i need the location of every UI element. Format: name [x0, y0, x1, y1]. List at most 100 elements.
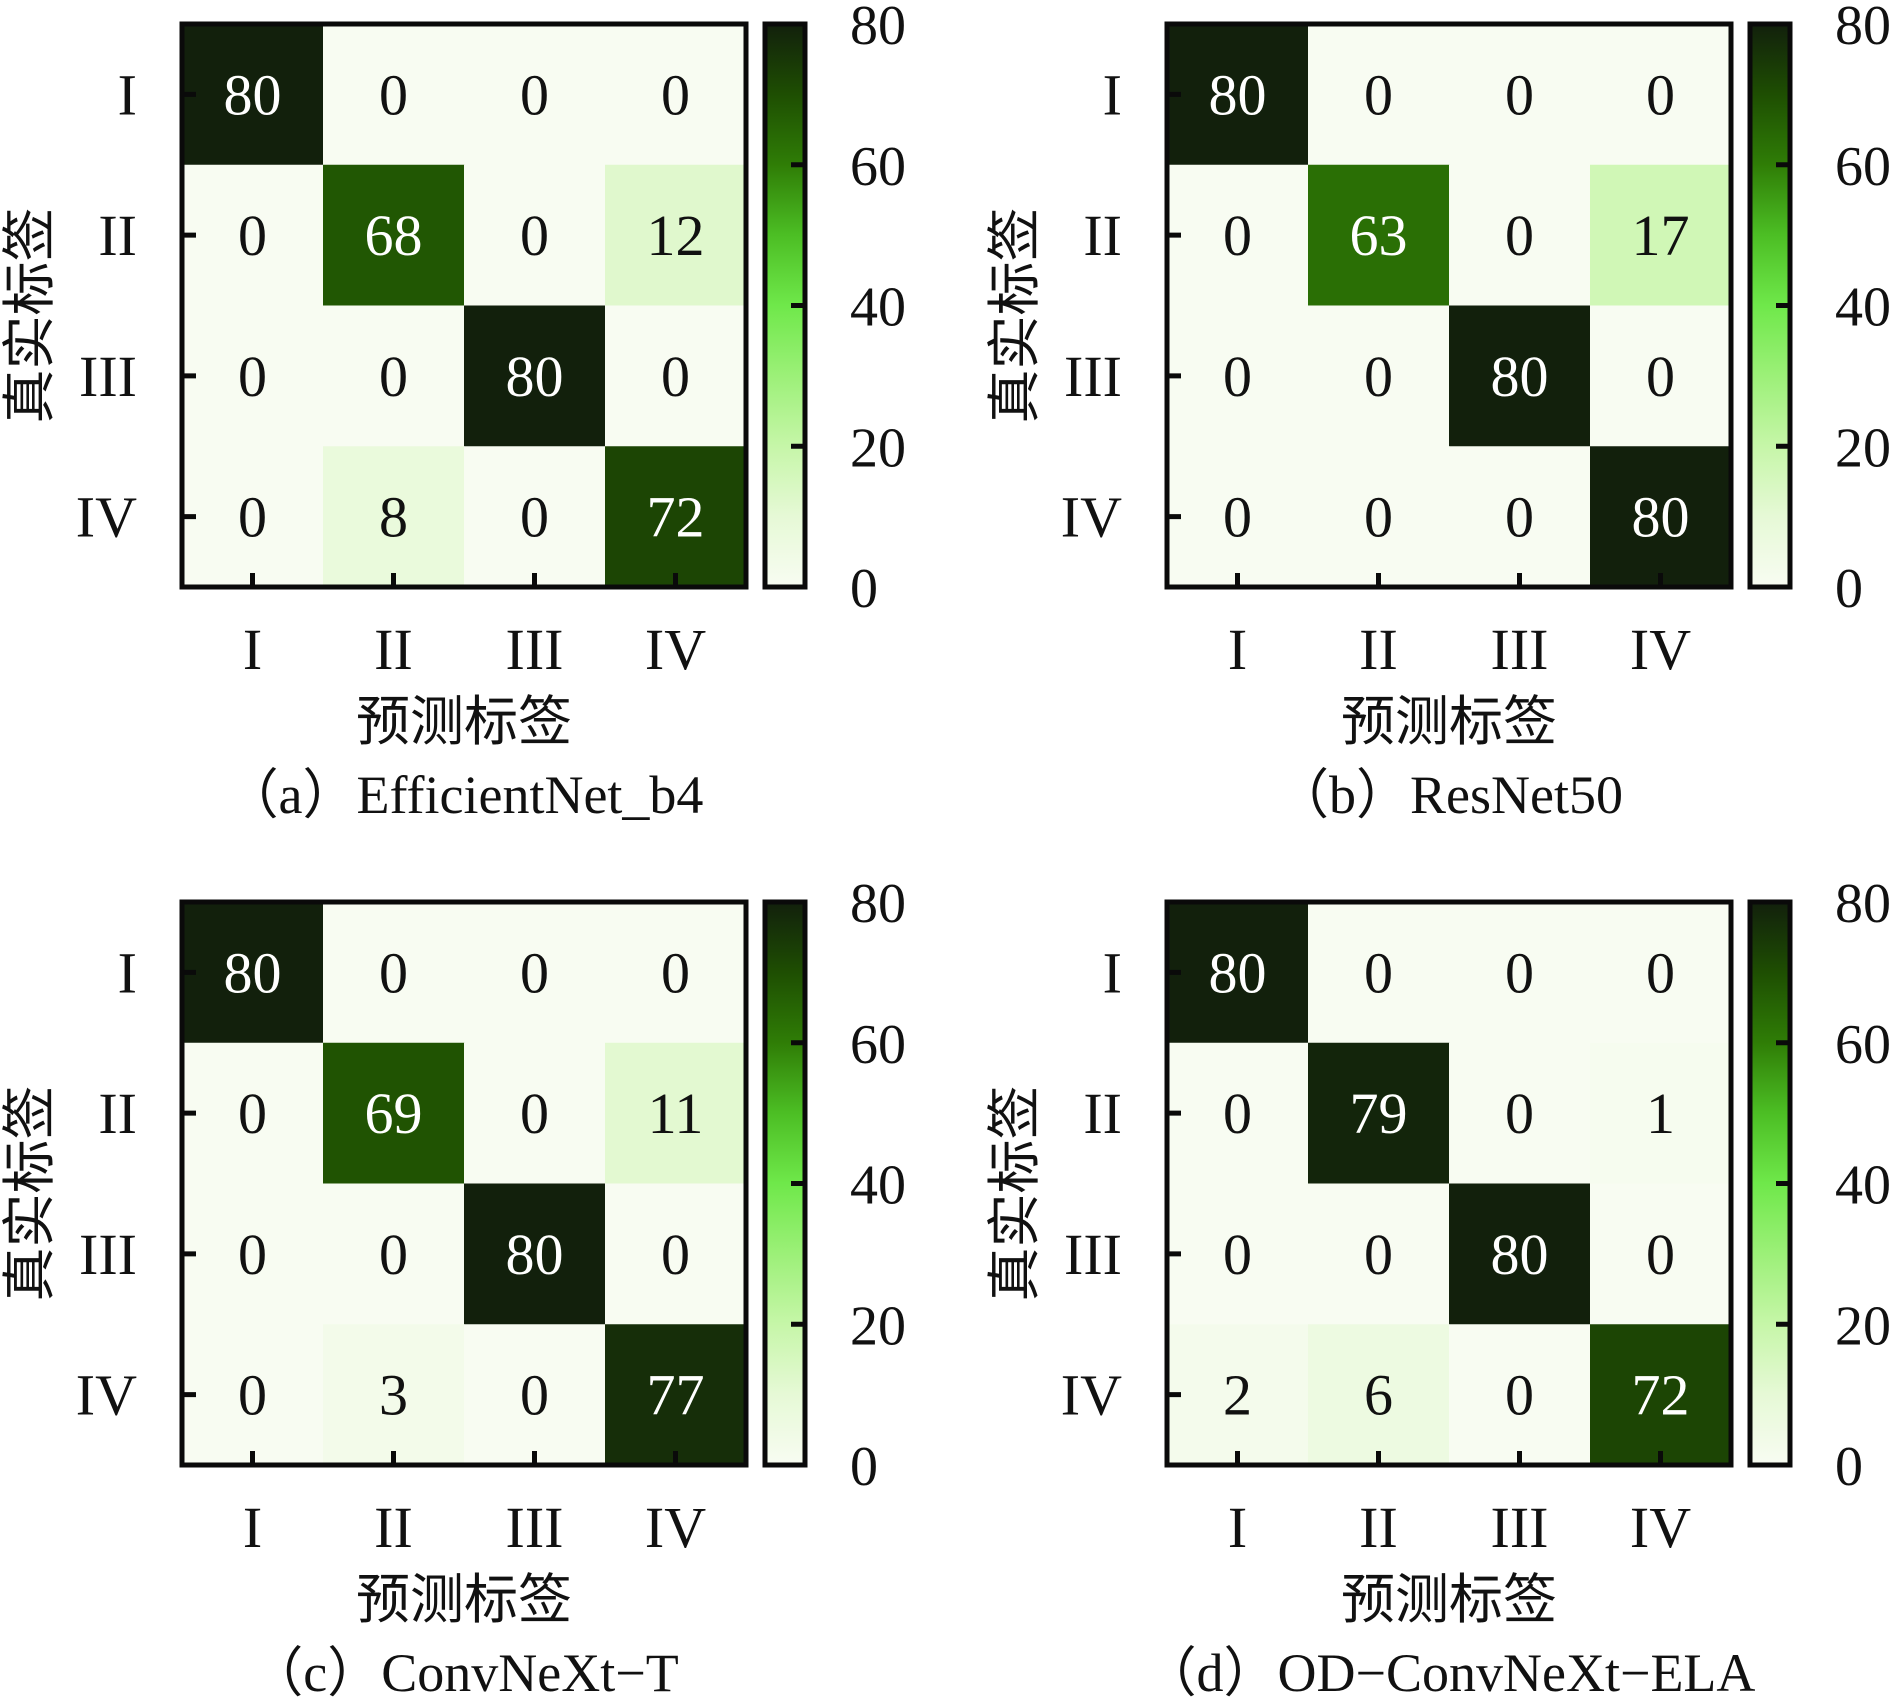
heatmap-cell: [1167, 902, 1309, 1044]
heatmap-cell: [605, 1042, 747, 1184]
heatmap-cell: [605, 24, 747, 166]
heatmap-cell: [1308, 305, 1450, 447]
x-tick-label: I: [243, 617, 262, 682]
cell-value: 0: [1223, 203, 1252, 268]
heatmap-cell: [1167, 164, 1309, 306]
y-axis-label: 真实标签: [0, 1086, 60, 1302]
heatmap-cell: [1167, 24, 1309, 166]
heatmap-cell: [605, 446, 747, 588]
colorbar-tick-label: 0: [1835, 1436, 1863, 1498]
cell-value: 80: [1491, 1222, 1549, 1287]
cell-value: 11: [648, 1081, 704, 1146]
heatmap-cell: [182, 164, 324, 306]
colorbar-tick-label: 80: [1835, 0, 1890, 57]
heatmap-cell: [1449, 446, 1591, 588]
cell-value: 0: [661, 1222, 690, 1287]
heatmap-cell: [323, 1042, 465, 1184]
heatmap-cell: [323, 1183, 465, 1325]
cell-value: 0: [238, 1363, 267, 1428]
heatmap-cell: [1167, 1042, 1309, 1184]
cell-value: 72: [1632, 1363, 1690, 1428]
cell-value: 63: [1350, 203, 1408, 268]
y-tick-label: II: [1083, 1081, 1122, 1146]
y-tick-label: II: [98, 1081, 137, 1146]
colorbar-tick-label: 20: [1835, 1295, 1890, 1357]
colorbar-tick-label: 40: [1835, 277, 1890, 339]
x-tick-label: II: [1359, 1495, 1398, 1560]
y-tick-label: III: [1064, 344, 1122, 409]
x-axis-label: 预测标签: [356, 1570, 572, 1630]
heatmap-cell: [323, 1324, 465, 1466]
cell-value: 0: [1364, 940, 1393, 1005]
y-axis-label: 真实标签: [985, 1086, 1045, 1302]
heatmap-cell: [464, 446, 606, 588]
heatmap-cell: [1590, 164, 1732, 306]
cell-value: 0: [1646, 940, 1675, 1005]
heatmap-cell: [1167, 446, 1309, 588]
heatmap-cell: [605, 164, 747, 306]
cell-value: 12: [647, 203, 705, 268]
heatmap-cell: [605, 305, 747, 447]
cell-value: 0: [238, 344, 267, 409]
cell-value: 0: [1223, 1222, 1252, 1287]
panel-caption: （a）EfficientNet_b4: [225, 765, 704, 825]
cell-value: 80: [1491, 344, 1549, 409]
cell-value: 0: [520, 485, 549, 550]
heatmap-cell: [605, 1324, 747, 1466]
heatmap-cell: [1449, 24, 1591, 166]
colorbar-tick-label: 40: [1835, 1155, 1890, 1217]
heatmap-cell: [182, 1324, 324, 1466]
cell-value: 2: [1223, 1363, 1252, 1428]
cell-value: 0: [520, 203, 549, 268]
heatmap-cell: [464, 1042, 606, 1184]
x-tick-label: II: [1359, 617, 1398, 682]
cell-value: 80: [1209, 940, 1267, 1005]
plot-frame: [179, 899, 749, 1468]
x-tick-label: IV: [645, 1495, 706, 1560]
heatmap-cell: [323, 164, 465, 306]
y-tick-label: IV: [76, 1363, 137, 1428]
cell-value: 80: [1632, 485, 1690, 550]
heatmap-cell: [1590, 446, 1732, 588]
colorbar-tick-label: 60: [850, 1014, 906, 1076]
heatmap-cell: [464, 902, 606, 1044]
cell-value: 0: [520, 940, 549, 1005]
y-tick-label: IV: [76, 485, 137, 550]
colorbar-tick-label: 60: [1835, 136, 1890, 198]
colorbar-tick-label: 20: [850, 417, 906, 479]
heatmap-cell: [182, 305, 324, 447]
x-tick-label: I: [1228, 617, 1247, 682]
panel-caption: （b）ResNet50: [1275, 765, 1623, 825]
heatmap-cell: [182, 24, 324, 166]
cell-value: 0: [379, 344, 408, 409]
cell-value: 80: [1209, 62, 1267, 127]
colorbar-tick-label: 80: [1835, 873, 1890, 935]
plot-frame: [1164, 899, 1734, 1468]
plot-frame: [179, 21, 749, 590]
panel-caption: （c）ConvNeXt−T: [249, 1643, 678, 1703]
colorbar-tick-label: 0: [850, 558, 878, 620]
heatmap-cell: [464, 24, 606, 166]
heatmap-cell: [1590, 902, 1732, 1044]
cell-value: 68: [365, 203, 423, 268]
cell-value: 8: [379, 485, 408, 550]
colorbar-tick-label: 60: [1835, 1014, 1890, 1076]
cell-value: 0: [1646, 62, 1675, 127]
cell-value: 79: [1350, 1081, 1408, 1146]
heatmap-cell: [1449, 1042, 1591, 1184]
x-axis-label: 预测标签: [1341, 692, 1557, 752]
heatmap-cell: [464, 305, 606, 447]
x-tick-label: III: [1491, 617, 1549, 682]
heatmap-cell: [323, 902, 465, 1044]
cell-value: 0: [1505, 1363, 1534, 1428]
heatmap-cell: [605, 1183, 747, 1325]
heatmap-cell: [464, 1324, 606, 1466]
colorbar-tick-label: 60: [850, 136, 906, 198]
x-tick-label: II: [374, 1495, 413, 1560]
y-tick-label: III: [79, 344, 137, 409]
y-tick-label: I: [1103, 62, 1122, 127]
heatmap-cell: [1308, 1324, 1450, 1466]
colorbar-tick-label: 20: [850, 1295, 906, 1357]
